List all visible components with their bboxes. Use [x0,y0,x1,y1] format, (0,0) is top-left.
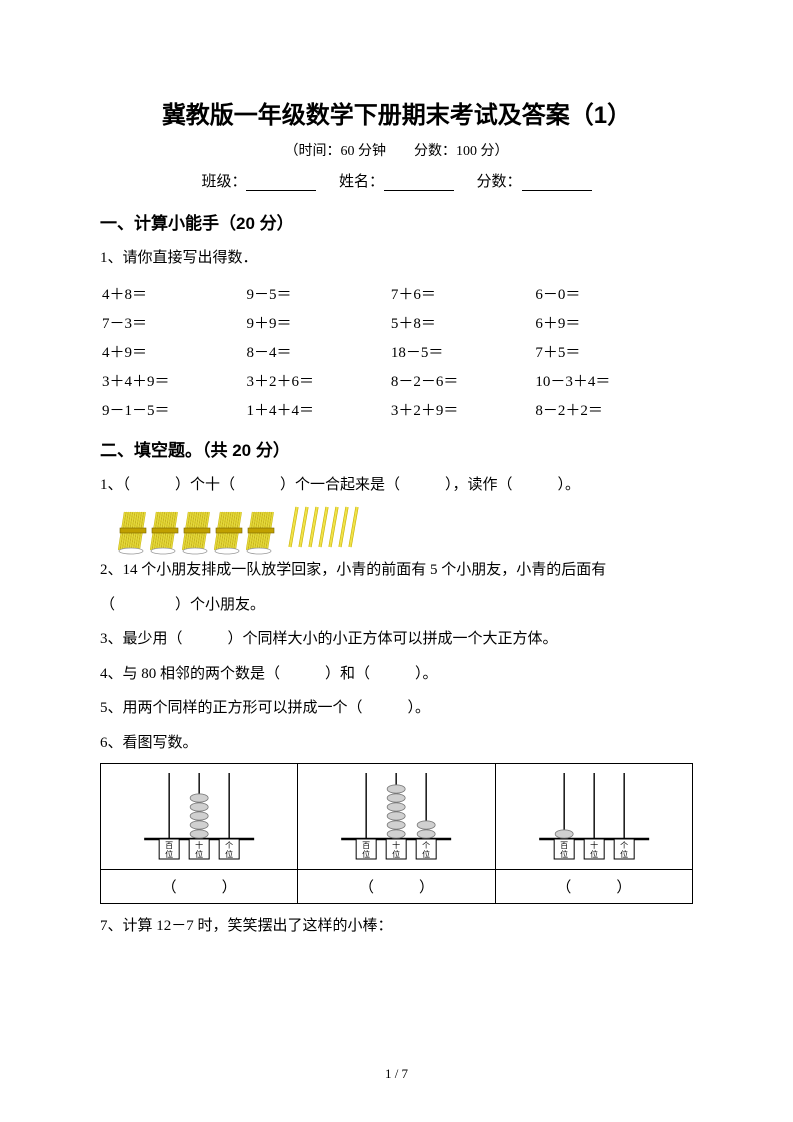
calc-cell: 6＋9＝ [533,308,693,337]
svg-text:位: 位 [195,849,203,859]
stick-bundle [182,510,212,555]
calc-cell: 9－1－5＝ [100,395,244,424]
svg-text:位: 位 [560,849,568,859]
calc-cell: 10－3＋4＝ [533,366,693,395]
calc-cell: 9＋9＝ [244,308,388,337]
single-sticks [288,505,364,555]
svg-text:百: 百 [362,841,370,850]
s2-q2a: 2、14 个小朋友排成一队放学回家，小青的前面有 5 个小朋友，小青的后面有 [100,556,693,585]
svg-text:位: 位 [422,849,430,859]
s2-q1: 1、（ ）个十（ ）个一合起来是（ ），读作（ ）。 [100,471,693,500]
calc-cell: 7＋6＝ [389,279,533,308]
section2-head: 二、填空题。（共 20 分） [100,436,693,461]
stick-bundle [214,510,244,555]
calc-cell: 8－2－6＝ [389,366,533,395]
calc-cell: 3＋2＋9＝ [389,395,533,424]
name-blank[interactable] [384,175,454,191]
svg-text:百: 百 [560,841,568,850]
svg-text:十: 十 [195,840,203,850]
s2-q5: 5、用两个同样的正方形可以拼成一个（ ）。 [100,694,693,723]
calc-cell: 8－4＝ [244,337,388,366]
calc-cell: 4＋9＝ [100,337,244,366]
calc-table: 4＋8＝9－5＝7＋6＝6－0＝ 7－3＝9＋9＝5＋8＝6＋9＝ 4＋9＝8－4＝… [100,279,693,424]
class-blank[interactable] [246,175,316,191]
calc-cell: 7＋5＝ [533,337,693,366]
calc-cell: 6－0＝ [533,279,693,308]
svg-text:位: 位 [392,849,400,859]
calc-cell: 3＋4＋9＝ [100,366,244,395]
class-label: 班级： [201,174,246,190]
svg-text:位: 位 [362,849,370,859]
abacus-answer-blank[interactable]: （ ） [101,870,298,904]
page-title: 冀教版一年级数学下册期末考试及答案（1） [100,95,693,130]
abacus-answer-blank[interactable]: （ ） [298,870,495,904]
score-label: 分数： [477,174,522,190]
section1-head: 一、计算小能手（20 分） [100,209,693,234]
calc-cell: 5＋8＝ [389,308,533,337]
svg-text:百: 百 [165,841,173,850]
calc-cell: 4＋8＝ [100,279,244,308]
s2-q6: 6、看图写数。 [100,729,693,758]
stick-bundle [150,510,180,555]
stick-bundle [118,510,148,555]
s2-q7: 7、计算 12－7 时，笑笑摆出了这样的小棒： [100,912,693,941]
svg-text:位: 位 [590,849,598,859]
svg-text:位: 位 [620,849,628,859]
svg-text:十: 十 [392,840,400,850]
abacus-cell: 百位十位个位 [298,764,495,870]
score-blank[interactable] [522,175,592,191]
calc-cell: 8－2＋2＝ [533,395,693,424]
svg-text:个: 个 [620,841,628,850]
abacus-cell: 百位十位个位 [495,764,692,870]
svg-text:个: 个 [422,841,430,850]
svg-text:位: 位 [225,849,233,859]
calc-cell: 3＋2＋6＝ [244,366,388,395]
name-label: 姓名： [339,174,384,190]
s2-q2b: （ ）个小朋友。 [100,591,693,620]
info-line: 班级： 姓名： 分数： [100,170,693,191]
page-subtitle: （时间：60 分钟 分数：100 分） [100,140,693,160]
page-number: 1 / 7 [0,1066,793,1082]
svg-text:十: 十 [590,840,598,850]
stick-bundle [246,510,276,555]
svg-text:位: 位 [165,849,173,859]
calc-cell: 7－3＝ [100,308,244,337]
s2-q4: 4、与 80 相邻的两个数是（ ）和（ ）。 [100,660,693,689]
sticks-illustration [118,505,693,550]
calc-cell: 9－5＝ [244,279,388,308]
svg-text:个: 个 [225,841,233,850]
s1-q1: 1、请你直接写出得数． [100,244,693,273]
calc-cell: 18－5＝ [389,337,533,366]
abacus-table: 百位十位个位百位十位个位百位十位个位 （ ）（ ）（ ） [100,763,693,904]
abacus-cell: 百位十位个位 [101,764,298,870]
s2-q3: 3、最少用（ ）个同样大小的小正方体可以拼成一个大正方体。 [100,625,693,654]
calc-cell: 1＋4＋4＝ [244,395,388,424]
abacus-answer-blank[interactable]: （ ） [495,870,692,904]
